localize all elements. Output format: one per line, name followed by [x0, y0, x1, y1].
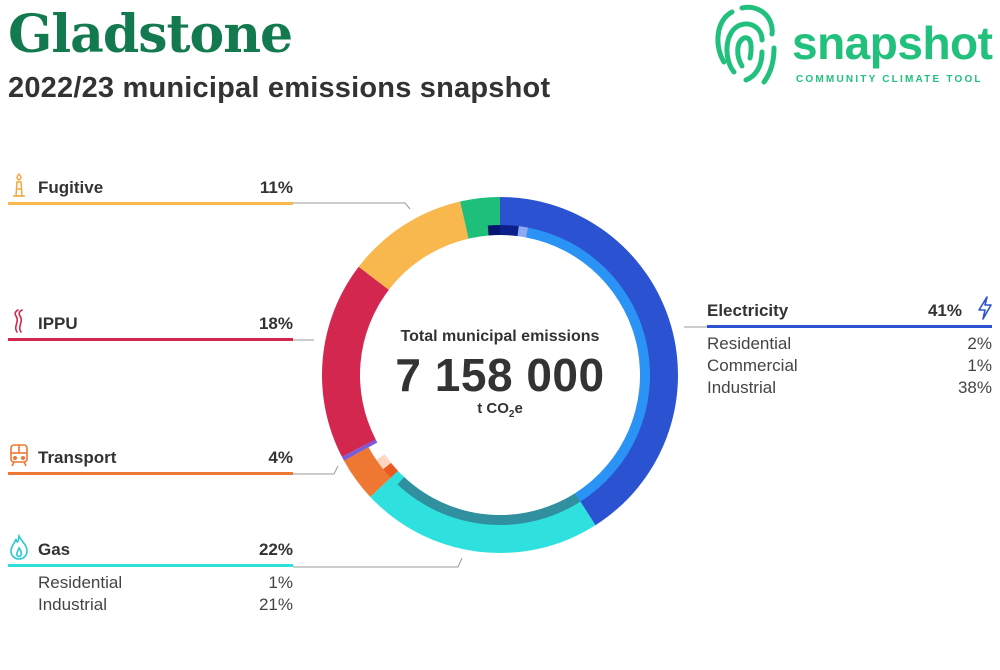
transport-label: Transport [38, 448, 117, 467]
fugitive-rule [8, 202, 293, 205]
transport-percent: 4% [268, 448, 293, 467]
chart-center: Total municipal emissions 7 158 000 t CO… [350, 328, 650, 420]
center-label: Total municipal emissions [400, 328, 600, 345]
smoke-stack-icon [14, 309, 23, 333]
category-ippu: IPPU 18% [8, 308, 293, 341]
list-item: Industrial 21% [38, 595, 293, 614]
page-title: Gladstone [8, 4, 293, 65]
inner-segment-unlabelled-10 [380, 228, 469, 290]
inner-segment-unlabelled-8 [366, 439, 378, 448]
ippu-rule [8, 338, 293, 341]
train-icon [10, 444, 28, 467]
inner-segment-industrial [397, 477, 581, 526]
transport-rule [8, 472, 293, 475]
inner-segment-unlabelled-11 [466, 225, 489, 239]
inner-segment-unlabelled-5 [383, 462, 398, 478]
total-emissions-value: 7 158 000 [395, 349, 605, 401]
category-fugitive: Fugitive 11% [8, 172, 293, 205]
leader-line-gas [293, 557, 463, 568]
electricity-label: Electricity [707, 301, 789, 320]
flame-icon [10, 534, 28, 560]
outer-segment-fugitive [358, 201, 469, 290]
electricity-breakdown: Residential 2% Commercial 1% Industrial … [707, 334, 992, 400]
inner-segment-industrial [526, 227, 651, 502]
category-electricity: Electricity 41% Residential 2% Commercia… [707, 295, 992, 400]
list-item: Residential 1% [38, 573, 293, 592]
gas-breakdown: Residential 1% Industrial 21% [8, 573, 293, 617]
gas-percent: 22% [258, 540, 293, 559]
inner-segment-unlabelled-6 [376, 454, 392, 470]
inner-segment-residential [390, 470, 405, 485]
list-item: Industrial 38% [707, 378, 992, 397]
snapshot-logo: snapshot COMMUNITY CLIMATE TOOL [712, 0, 1000, 90]
inner-segment-unlabelled-12 [487, 225, 500, 236]
electricity-percent: 41% [927, 301, 962, 320]
leader-line-transport [293, 465, 339, 475]
logo-wordmark: snapshot [792, 17, 993, 69]
electricity-rule [707, 325, 992, 328]
gas-label: Gas [38, 540, 71, 559]
ippu-percent: 18% [258, 314, 293, 333]
fugitive-percent: 11% [259, 178, 293, 197]
inner-segment-unlabelled-7 [368, 442, 385, 461]
fugitive-label: Fugitive [38, 178, 104, 197]
inner-segment-unlabelled-9 [350, 283, 389, 444]
category-gas: Gas 22% Residential 1% Industrial 21% [8, 534, 293, 617]
emissions-unit: t CO2e [477, 400, 523, 420]
leader-line-fugitive [293, 202, 411, 210]
page-subtitle: 2022/23 municipal emissions snapshot [8, 72, 551, 104]
outer-segment-gas [370, 471, 596, 553]
inner-segment-commercial [517, 226, 529, 238]
lightning-icon [978, 296, 992, 320]
logo-tagline: COMMUNITY CLIMATE TOOL [796, 74, 983, 85]
inner-segment-residential [500, 225, 519, 237]
gas-rule [8, 564, 293, 567]
ippu-label: IPPU [38, 314, 78, 333]
fingerprint-logo-icon [715, 4, 777, 85]
list-item: Commercial 1% [707, 356, 992, 375]
category-transport: Transport 4% [8, 442, 293, 475]
gas-flare-icon [13, 172, 25, 197]
list-item: Residential 2% [707, 334, 992, 353]
